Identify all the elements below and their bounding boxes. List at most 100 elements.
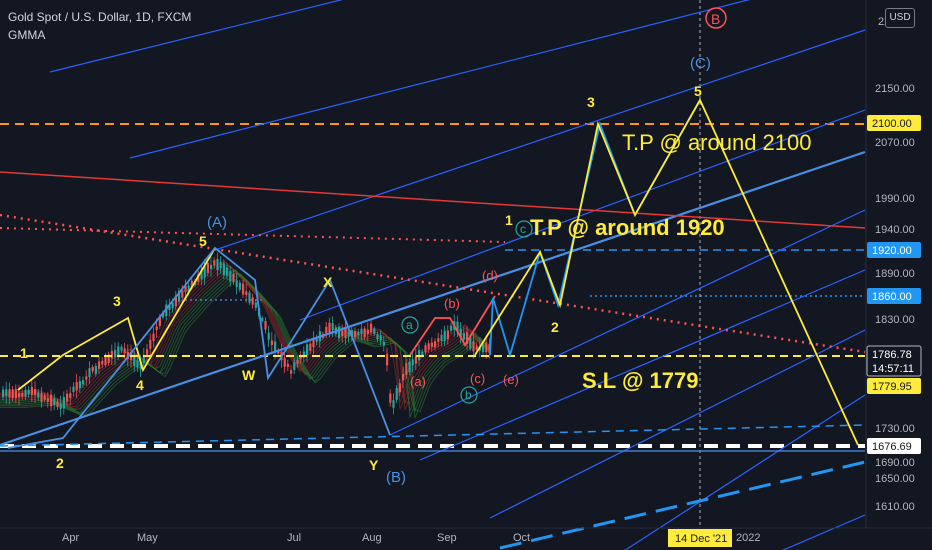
candle-body <box>296 360 299 364</box>
candle-body <box>78 381 81 389</box>
candle-body <box>251 297 254 305</box>
candle-body <box>146 349 149 357</box>
candle-body <box>238 282 241 290</box>
wave-label-B-red: B <box>711 11 720 27</box>
candle-body <box>232 273 235 282</box>
candle-body <box>24 389 27 397</box>
crosshair-date: 14 Dec '21 <box>675 533 727 545</box>
candle-body <box>46 398 49 402</box>
wave-label-c-green: c <box>520 222 526 236</box>
price-label-2100-bg <box>867 115 921 131</box>
wave-label: 1 <box>505 212 513 228</box>
candle-body <box>424 345 427 353</box>
candle-body <box>299 355 302 360</box>
candle-body <box>386 353 389 366</box>
candle-body <box>370 323 373 333</box>
candle-body <box>354 330 357 338</box>
crosshair-date-bg <box>668 529 732 547</box>
wave-label: 4 <box>136 377 144 393</box>
x-tick: Aug <box>362 532 382 544</box>
wave-label: 3 <box>587 94 595 110</box>
y-tick: 1940.00 <box>875 224 915 236</box>
candle-body <box>482 345 485 353</box>
candle-body <box>245 291 248 295</box>
price-label-1676: 1676.69 <box>872 441 912 453</box>
candle-body <box>462 333 465 340</box>
wave-label-C: (C) <box>690 55 711 72</box>
wave-labels-blue: (A) (B) (C) <box>207 55 711 486</box>
indicator-name[interactable]: GMMA <box>8 28 46 42</box>
candle-body <box>360 328 363 334</box>
y-tick: 2150.00 <box>875 83 915 95</box>
candle-body <box>190 280 193 288</box>
candle-body <box>75 382 78 391</box>
candle-body <box>405 363 408 375</box>
candle-body <box>389 393 392 403</box>
candle-body <box>309 343 312 351</box>
annotation-tp-1920: T.P @ around 1920 <box>530 215 725 240</box>
wave-a-circle <box>401 316 419 334</box>
candle-body <box>91 366 94 372</box>
candle-body <box>229 271 232 282</box>
x-tick: 2022 <box>736 532 760 544</box>
wave-label-c: (c) <box>470 371 485 386</box>
candle-body <box>117 346 120 356</box>
candle-body <box>267 332 270 340</box>
candle-body <box>373 328 376 335</box>
candle-body <box>379 335 382 341</box>
candle-body <box>222 263 225 275</box>
x-tick: Oct <box>513 532 530 544</box>
candles-layer <box>2 252 491 417</box>
candle-body <box>459 328 462 337</box>
wave-label: 1 <box>20 345 28 361</box>
candle-body <box>331 323 334 331</box>
wave-impulse-yellow <box>17 247 216 391</box>
wave-labels-red: (a) (b) (c) (d) (e) B <box>410 7 727 389</box>
candle-body <box>306 344 309 356</box>
candle-body <box>174 295 177 307</box>
candle-body <box>114 350 117 358</box>
wave-label-d: (d) <box>482 268 498 283</box>
candle-body <box>382 342 385 346</box>
y-tick: 1690.00 <box>875 457 915 469</box>
candle-body <box>171 302 174 309</box>
candle-body <box>104 355 107 366</box>
candle-body <box>136 360 139 368</box>
candle-body <box>126 351 129 359</box>
wave-wxy-blue <box>7 246 391 449</box>
candle-body <box>8 389 11 398</box>
candle-body <box>120 346 123 351</box>
wave-labels-green: a b c <box>401 220 533 404</box>
candle-body <box>72 386 75 393</box>
candle-body <box>219 262 222 268</box>
candle-body <box>242 283 245 295</box>
candle-body <box>37 392 40 398</box>
candle-body <box>88 368 91 378</box>
y-axis-ticks: 22 2150.00 2070.00 1990.00 1940.00 1890.… <box>875 16 915 513</box>
candle-body <box>286 363 289 367</box>
candle-body <box>59 403 62 409</box>
candle-body <box>254 302 257 308</box>
candle-body <box>178 290 181 302</box>
candle-body <box>98 361 101 369</box>
wave-label-b-green: b <box>465 388 472 402</box>
price-label-last-bg <box>866 345 922 377</box>
candle-body <box>357 332 360 336</box>
y-tick: 1650.00 <box>875 473 915 485</box>
symbol-title: Gold Spot / U.S. Dollar, 1D, FXCM <box>8 10 192 24</box>
candle-body <box>85 376 88 380</box>
candle-body <box>347 332 350 337</box>
currency-button[interactable]: USD <box>885 8 915 28</box>
candle-body <box>14 389 17 399</box>
price-labels: 2100.00 1920.00 1860.00 1786.78 14:57:11… <box>866 115 922 454</box>
candle-body <box>440 334 443 341</box>
candle-body <box>226 267 229 276</box>
candle-body <box>293 362 296 370</box>
y-tick: 1730.00 <box>875 423 915 435</box>
candle-body <box>411 359 414 366</box>
candle-body <box>302 351 305 358</box>
candle-body <box>69 393 72 399</box>
channel-lines <box>49 0 866 550</box>
